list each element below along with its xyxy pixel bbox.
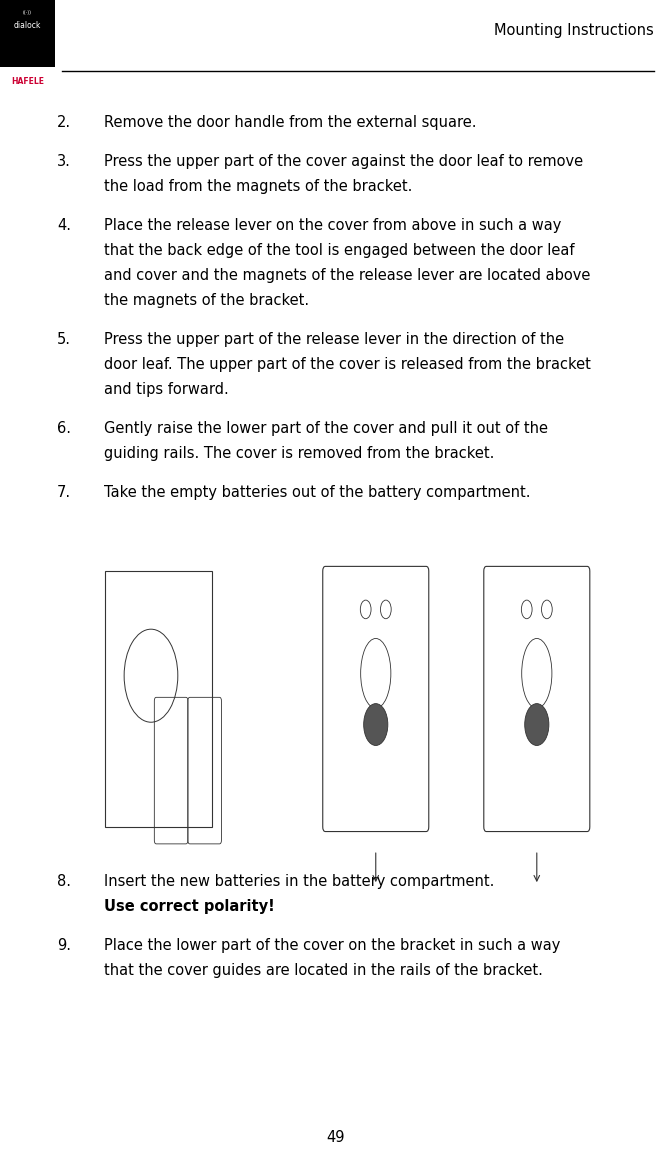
Text: 2.: 2.: [57, 115, 71, 130]
Text: and cover and the magnets of the release lever are located above: and cover and the magnets of the release…: [104, 269, 590, 283]
Text: Use correct polarity!: Use correct polarity!: [104, 899, 274, 914]
Circle shape: [525, 704, 549, 745]
Text: Place the lower part of the cover on the bracket in such a way: Place the lower part of the cover on the…: [104, 937, 560, 952]
Text: the load from the magnets of the bracket.: the load from the magnets of the bracket…: [104, 179, 413, 194]
Text: 7.: 7.: [57, 485, 71, 500]
FancyBboxPatch shape: [0, 0, 55, 67]
Text: 8.: 8.: [57, 875, 71, 889]
Text: door leaf. The upper part of the cover is released from the bracket: door leaf. The upper part of the cover i…: [104, 357, 591, 372]
FancyBboxPatch shape: [0, 544, 671, 854]
Text: 6.: 6.: [57, 421, 71, 436]
Text: 3.: 3.: [57, 155, 71, 169]
Text: Remove the door handle from the external square.: Remove the door handle from the external…: [104, 115, 476, 130]
Text: that the back edge of the tool is engaged between the door leaf: that the back edge of the tool is engage…: [104, 243, 574, 258]
Text: 5.: 5.: [57, 333, 71, 347]
Text: Press the upper part of the cover against the door leaf to remove: Press the upper part of the cover agains…: [104, 155, 583, 169]
Text: dialock: dialock: [14, 21, 41, 30]
Text: HAFELE: HAFELE: [11, 77, 44, 86]
Text: guiding rails. The cover is removed from the bracket.: guiding rails. The cover is removed from…: [104, 445, 495, 461]
Text: ((·)): ((·)): [23, 9, 32, 15]
Text: Insert the new batteries in the battery compartment.: Insert the new batteries in the battery …: [104, 875, 495, 889]
Text: 49: 49: [326, 1130, 345, 1144]
Text: 9.: 9.: [57, 937, 71, 952]
Text: Gently raise the lower part of the cover and pull it out of the: Gently raise the lower part of the cover…: [104, 421, 548, 436]
Text: Mounting Instructions: Mounting Instructions: [495, 23, 654, 38]
Text: the magnets of the bracket.: the magnets of the bracket.: [104, 293, 309, 308]
Text: Place the release lever on the cover from above in such a way: Place the release lever on the cover fro…: [104, 219, 562, 233]
Circle shape: [364, 704, 388, 745]
Text: that the cover guides are located in the rails of the bracket.: that the cover guides are located in the…: [104, 963, 543, 978]
Text: 4.: 4.: [57, 219, 71, 233]
Text: and tips forward.: and tips forward.: [104, 381, 229, 397]
Text: Take the empty batteries out of the battery compartment.: Take the empty batteries out of the batt…: [104, 485, 531, 500]
Text: Press the upper part of the release lever in the direction of the: Press the upper part of the release leve…: [104, 333, 564, 347]
